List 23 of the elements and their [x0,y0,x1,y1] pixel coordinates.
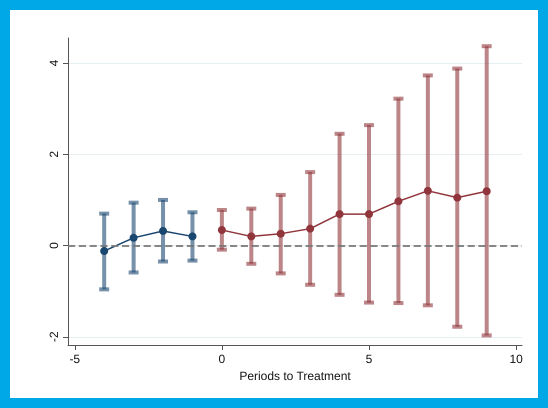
x-tick-label: 5 [366,352,373,366]
point [218,226,226,234]
y-tick-label: 0 [47,242,61,249]
point [453,194,462,202]
point [247,232,256,240]
point [100,247,108,256]
x-tick-label: 10 [509,352,524,366]
point [130,234,138,242]
x-tick-label: -5 [69,352,80,366]
point [482,187,491,196]
point [365,210,373,218]
y-tick-label: 2 [47,150,61,158]
point [159,226,168,235]
point [188,232,196,240]
x-tick-label: 0 [218,352,226,366]
point [336,210,344,218]
y-tick-label: 4 [47,59,61,66]
point [306,224,314,233]
y-tick-label: -2 [47,331,61,342]
point [394,197,402,206]
point [424,186,432,195]
x-axis-title: Periods to Treatment [239,368,352,383]
point [276,230,285,238]
